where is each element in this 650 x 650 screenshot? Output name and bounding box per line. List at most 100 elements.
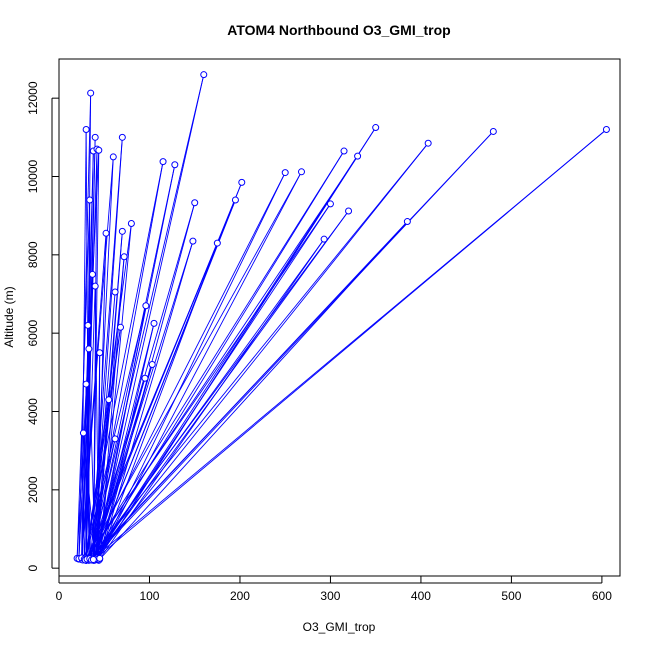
series-segment	[90, 74, 205, 559]
y-axis-label: Altitude (m)	[2, 286, 16, 347]
data-point	[213, 239, 221, 247]
data-point	[102, 229, 110, 237]
series-segment	[92, 238, 325, 559]
data-point	[79, 429, 87, 437]
data-point	[281, 169, 289, 177]
data-point	[84, 321, 92, 329]
series-segment	[83, 161, 164, 560]
series-segment	[92, 150, 345, 559]
y-axis: 0 2000 4000 6000 8000 10000 12000	[26, 81, 59, 572]
data-point	[424, 139, 432, 147]
data-point	[88, 270, 96, 278]
series-segment	[82, 384, 87, 560]
data-point	[403, 218, 411, 226]
series-segment	[89, 327, 121, 559]
data-point	[345, 207, 353, 215]
chart-title: ATOM4 Northbound O3_GMI_trop	[227, 22, 450, 38]
series-segment	[76, 274, 93, 559]
series-segment	[94, 129, 607, 560]
data-point	[117, 323, 125, 331]
x-tick-label: 100	[139, 589, 159, 603]
data-point	[238, 178, 246, 186]
data-point	[82, 380, 90, 388]
series-segment	[91, 131, 494, 561]
y-tick-label: 6000	[26, 319, 40, 346]
data-point	[171, 161, 179, 169]
data-point	[297, 168, 305, 176]
x-tick-label: 400	[411, 589, 431, 603]
series-segment	[90, 210, 349, 560]
series-segment	[85, 325, 89, 561]
y-tick-label: 0	[26, 565, 40, 572]
x-axis: 0 100 200 300 400 500 600	[56, 576, 612, 603]
series-segment	[94, 164, 176, 560]
data-point	[127, 220, 135, 227]
series-segment	[89, 142, 429, 560]
data-point	[340, 147, 348, 155]
series-segment	[92, 292, 116, 560]
x-tick-label: 500	[501, 589, 521, 603]
series-segment	[98, 238, 325, 561]
data-point	[150, 319, 158, 327]
series-segment	[91, 202, 196, 561]
data-point	[602, 126, 610, 133]
x-axis-label: O3_GMI_trop	[303, 620, 376, 634]
data-point	[354, 152, 362, 160]
data-point	[320, 235, 328, 243]
data-point	[326, 200, 334, 208]
data-point	[91, 133, 99, 141]
data-point	[142, 302, 150, 310]
data-point	[200, 71, 208, 79]
series-layer	[73, 71, 610, 564]
data-point	[111, 435, 119, 443]
series-segment	[94, 74, 205, 560]
series-segment	[92, 156, 114, 561]
data-point	[87, 89, 95, 97]
data-point	[118, 227, 126, 235]
data-point	[91, 282, 99, 290]
x-tick-label: 200	[230, 589, 250, 603]
series-segment	[99, 323, 155, 559]
series-segment	[99, 240, 194, 559]
data-point	[82, 126, 90, 133]
series-segment	[81, 156, 114, 559]
data-point	[120, 253, 128, 261]
series-segment	[76, 199, 91, 559]
y-tick-label: 4000	[26, 398, 40, 425]
x-tick-label: 0	[56, 589, 63, 603]
data-point	[109, 153, 117, 161]
series-segment	[93, 127, 377, 561]
series-segment	[85, 223, 132, 561]
data-point	[111, 288, 119, 296]
series-segment	[86, 150, 345, 560]
data-point	[159, 158, 167, 166]
series-segment	[85, 286, 96, 561]
data-point	[372, 124, 380, 132]
data-point	[89, 556, 97, 564]
data-point	[189, 237, 197, 245]
data-point	[105, 396, 113, 404]
data-point	[118, 133, 126, 141]
y-tick-label: 10000	[26, 159, 40, 193]
series-segment	[82, 432, 96, 559]
x-tick-label: 300	[320, 589, 340, 603]
data-point	[148, 361, 156, 368]
data-point	[231, 196, 239, 204]
series-segment	[94, 231, 123, 560]
series-segment	[90, 161, 164, 559]
y-tick-label: 8000	[26, 241, 40, 268]
series-segment	[92, 240, 194, 560]
data-point	[191, 199, 199, 207]
series-segment	[94, 323, 155, 560]
y-tick-label: 2000	[26, 476, 40, 503]
data-point	[489, 127, 497, 135]
plot-frame	[58, 58, 621, 577]
data-point	[141, 374, 149, 382]
series-segment	[91, 164, 176, 561]
x-tick-label: 600	[592, 589, 612, 603]
data-point	[85, 345, 93, 353]
series-segment	[96, 172, 286, 560]
data-point	[95, 146, 103, 154]
series-segment	[99, 223, 132, 560]
